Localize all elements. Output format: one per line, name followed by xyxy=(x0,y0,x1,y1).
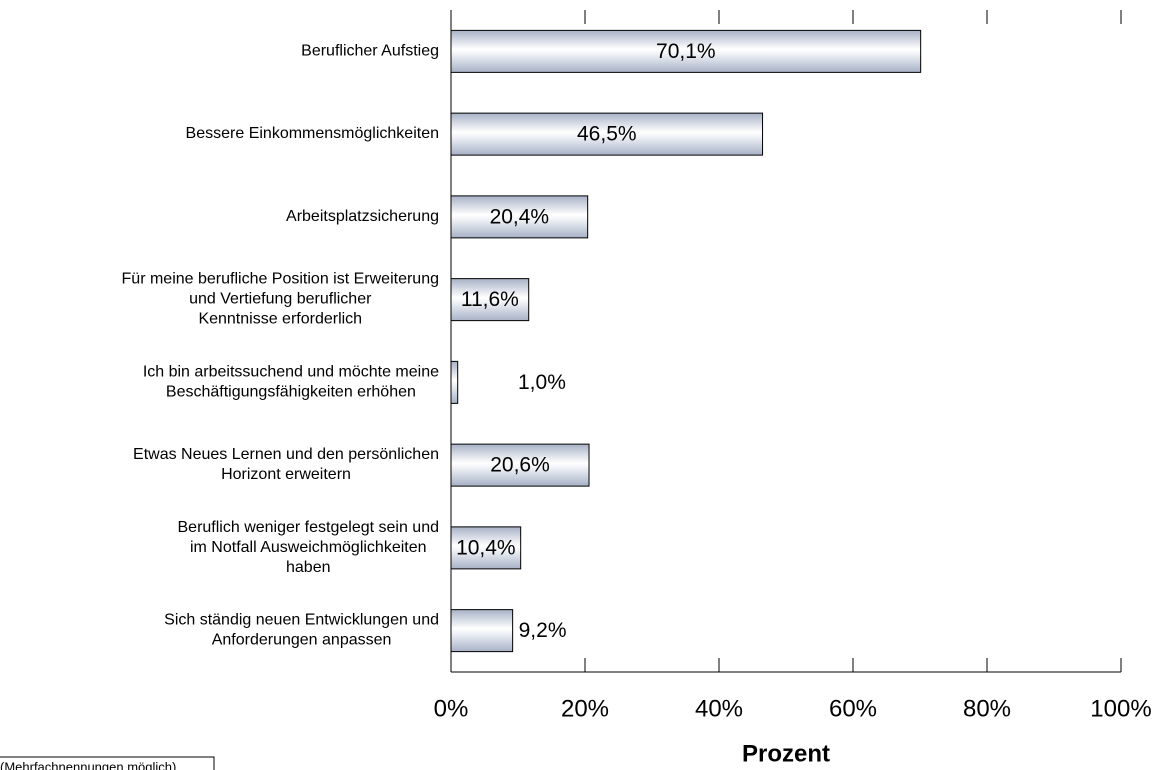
bar xyxy=(450,609,514,653)
note-box xyxy=(0,756,215,770)
x-tick-label: 0% xyxy=(434,695,469,722)
bar xyxy=(450,443,590,487)
y-tick-label: Für meine berufliche Position ist Erweit… xyxy=(122,271,439,328)
y-tick-label: Bessere Einkommensmöglichkeiten xyxy=(186,125,439,142)
x-tick-label: 20% xyxy=(561,695,609,722)
bar xyxy=(450,278,530,322)
bar xyxy=(450,360,459,404)
bar xyxy=(450,526,522,570)
x-tick-label: 60% xyxy=(829,695,877,722)
x-tick-label: 40% xyxy=(695,695,743,722)
x-tick-label: 80% xyxy=(963,695,1011,722)
y-tick-label: Arbeitsplatzsicherung xyxy=(286,208,439,225)
value-label: 20,4% xyxy=(490,205,550,228)
y-tick-label: Beruflicher Aufstieg xyxy=(301,43,439,60)
y-tick-label: Beruflich weniger festgelegt sein und im … xyxy=(178,519,440,576)
y-tick-label: Etwas Neues Lernen und den persönlichen H… xyxy=(133,446,439,483)
value-label: 9,2% xyxy=(519,619,567,642)
value-label: 20,6% xyxy=(490,454,550,477)
x-axis-title: Prozent xyxy=(742,740,830,767)
x-tick-label: 100% xyxy=(1090,695,1151,722)
value-label: 70,1% xyxy=(656,40,716,63)
note: (Mehrfachnennungen möglich) xyxy=(0,759,176,770)
value-label: 11,6% xyxy=(461,288,519,311)
value-label: 1,0% xyxy=(518,371,566,394)
value-label: 10,4% xyxy=(456,536,516,559)
value-label: 46,5% xyxy=(577,123,637,146)
y-tick-label: Ich bin arbeitssuchend und möchte meine B… xyxy=(143,364,439,401)
bar xyxy=(450,29,922,73)
bar xyxy=(450,195,589,239)
y-tick-label: Sich ständig neuen Entwicklungen und Anfo… xyxy=(164,612,439,649)
bar xyxy=(450,112,764,156)
